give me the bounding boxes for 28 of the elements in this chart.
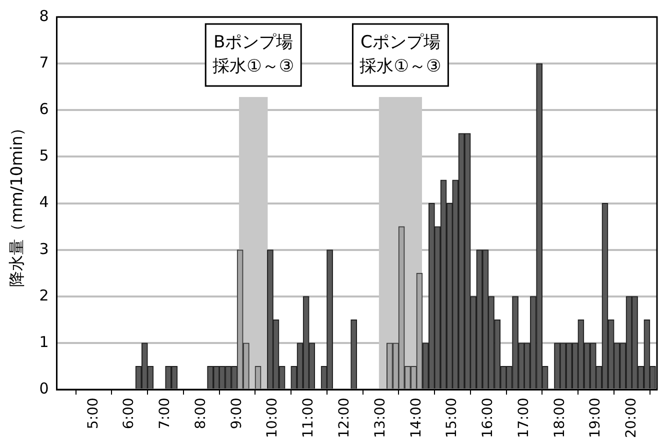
x-tick-label: 15:00 bbox=[444, 398, 460, 438]
x-tick-label: 18:00 bbox=[552, 398, 568, 438]
y-tick-label: 1 bbox=[39, 332, 49, 351]
y-tick-label: 3 bbox=[39, 240, 49, 258]
x-tick-label: 17:00 bbox=[516, 398, 532, 438]
x-tick-label: 7:00 bbox=[157, 398, 174, 430]
y-tick-label: 6 bbox=[39, 100, 49, 118]
x-tick-label: 5:00 bbox=[85, 398, 102, 430]
band-label: Bポンプ場採水①～③ bbox=[212, 32, 294, 76]
x-tick-label: 8:00 bbox=[192, 398, 209, 430]
x-tick-label: 14:00 bbox=[408, 398, 424, 438]
band-label: Cポンプ場採水①～③ bbox=[360, 32, 442, 76]
y-tick-label: 7 bbox=[39, 53, 49, 72]
x-tick-label: 6:00 bbox=[121, 398, 138, 430]
y-tick-label: 0 bbox=[39, 380, 49, 398]
y-tick-label: 2 bbox=[39, 286, 49, 304]
x-tick-label: 10:00 bbox=[264, 398, 281, 438]
y-tick-label: 5 bbox=[39, 146, 49, 165]
x-tick-label: 20:00 bbox=[624, 398, 640, 438]
y-tick-label: 4 bbox=[39, 193, 49, 212]
x-tick-label: 19:00 bbox=[588, 398, 604, 438]
x-tick-label: 13:00 bbox=[372, 398, 388, 438]
x-tick-label: 11:00 bbox=[300, 398, 317, 438]
x-tick-label: 9:00 bbox=[228, 398, 245, 430]
y-tick-label: 8 bbox=[39, 6, 49, 25]
y-axis-title: 降水量（mm/10min） bbox=[6, 120, 26, 287]
x-tick-label: 12:00 bbox=[336, 398, 352, 438]
x-tick-label: 16:00 bbox=[480, 398, 496, 438]
